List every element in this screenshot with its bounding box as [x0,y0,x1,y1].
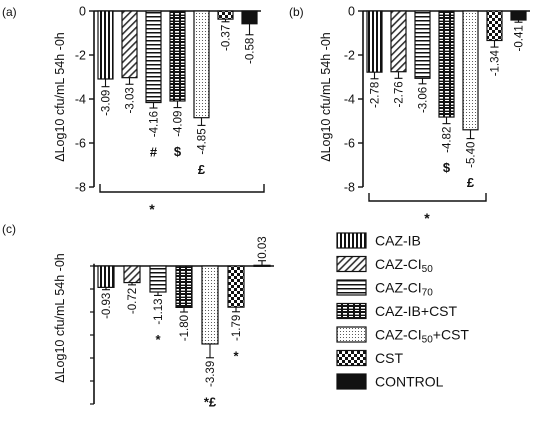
panel-b-plot: 0 -2 -4 -6 -8 -2.78 -2.76 -3.06 -4.82 $ -5.40 £ -1.3… [344,5,530,226]
legend-item-2: CAZ-CI50 [336,255,433,275]
value-label: -3.39 [205,361,217,387]
value-label: -4.85 [197,128,209,154]
panel-b: (b) ΔLog10 cfu/mL 54h -0h 0 -2 -4 -6 -8 -2.78… [289,5,530,226]
panel-c-label: (c) [2,222,16,236]
panel-c-y-axis-label: ΔLog10 cfu/mL 54h -0h [53,253,67,383]
bar-caz-ci50-cst [462,10,479,131]
bar-cst [217,10,234,20]
y-tick-label: -2 [344,49,355,63]
legend-label: CAZ-CI50 [375,256,433,275]
value-label: -1.34 [490,49,502,76]
significance-star: * [424,210,430,226]
bar-control [253,264,271,267]
bar-caz-ci50 [123,265,141,284]
legend-item-7: CONTROL [336,373,444,390]
bar-caz-ci70 [145,10,162,104]
bar-control [510,10,527,21]
legend-label: CAZ-CI50+CST [375,327,469,346]
value-label: -1.79 [231,315,243,341]
bar-caz-ci50-cst [201,265,219,345]
legend-swatch [336,349,367,367]
legend-swatch [336,326,367,343]
legend-item-3: CAZ-CI70 [336,279,433,299]
significance-mark: * [233,348,239,363]
bar-caz-ci50-cst [193,10,210,119]
y-tick-label: -2 [75,49,86,63]
legend-swatch [336,302,367,320]
bar-caz-ib [366,10,383,73]
bar-caz-ci70 [414,10,431,79]
value-label: -5.40 [466,142,478,168]
y-tick-label: 0 [79,5,86,19]
y-tick-label: -8 [344,181,355,195]
value-label: -4.09 [173,111,185,137]
value-label: -3.03 [125,87,137,113]
legend-label: CONTROL [375,374,444,390]
legend-label: CAZ-CI70 [375,280,433,299]
significance-mark: $ [174,144,182,159]
significance-mark: $ [443,160,451,175]
legend-swatch [336,373,367,390]
bar-cst [486,10,503,42]
significance-bracket [99,184,265,193]
y-tick-label: -6 [75,137,86,151]
y-tick-label: 0 [348,5,355,19]
bar-control [241,10,258,25]
panel-b-label: (b) [289,5,304,19]
value-label: -3.06 [418,87,430,113]
value-label: -2.76 [394,81,406,107]
value-label: -1.13 [153,298,165,324]
y-tick-label: -4 [75,93,86,107]
value-label: 0.03 [257,236,269,258]
bar-caz-ci70 [149,265,167,293]
value-label: -1.80 [179,315,191,341]
significance-bracket [368,193,487,202]
value-label: -0.37 [221,25,233,51]
bar-caz-ib-cst [175,265,193,309]
bar-caz-ci50 [121,10,138,79]
value-label: -0.58 [245,38,257,64]
bar-caz-ib-cst [438,10,455,118]
significance-star: * [149,201,155,217]
significance-mark: £ [467,175,475,190]
bar-caz-ib [97,10,114,80]
bar-cst [227,265,245,308]
legend: CAZ-IB CAZ-CI50 CAZ-CI70 CAZ-IB+CST CAZ-CI50… [336,232,469,390]
value-label: -0.72 [127,288,139,314]
legend-item-4: CAZ-IB+CST [336,302,458,320]
significance-mark: £ [198,162,206,177]
panel-a-plot: 0 -2 -4 -6 -8 -3.09 -3.03 -4.16 # -4.09 $ -4.85 £ -0.… [75,5,265,217]
bar-caz-ci50 [390,10,407,73]
panel-a-y-axis-label: ΔLog10 cfu/mL 54h -0h [53,32,67,162]
legend-label: CAZ-IB [375,233,421,249]
y-tick-label: -4 [344,93,355,107]
panel-c-plot: -0.93 -0.72 -1.13 * -1.80 -3.39 *£ -1.79 * 0.03 [90,236,274,409]
legend-label: CST [375,350,403,366]
legend-item-6: CST [336,349,403,367]
legend-swatch [336,279,367,296]
panel-a: (a) ΔLog10 cfu/mL 54h -0h 0 -2 -4 -6 -8 -3.09… [2,5,265,217]
value-label: -0.41 [514,25,526,51]
panel-c: (c) ΔLog10 cfu/mL 54h -0h -0.93 -0.72 -1.1… [2,222,274,409]
y-tick-label: -8 [75,181,86,195]
bar-caz-ib [97,265,115,288]
legend-label: CAZ-IB+CST [375,303,458,319]
legend-item-5: CAZ-CI50+CST [336,326,469,346]
bar-caz-ib-cst [169,10,186,102]
panel-a-label: (a) [2,5,17,19]
legend-swatch [336,232,367,249]
legend-swatch [336,255,367,273]
value-label: -3.09 [101,90,113,116]
value-label: -4.82 [442,127,454,153]
y-tick-label: -6 [344,137,355,151]
value-label: -0.93 [101,293,113,319]
panel-b-y-axis-label: ΔLog10 cfu/mL 54h -0h [319,32,333,162]
significance-mark: * [155,332,161,347]
significance-mark: *£ [204,394,217,409]
value-label: -2.78 [370,82,382,108]
value-label: -4.16 [149,111,161,137]
significance-mark: # [150,145,158,160]
legend-item-1: CAZ-IB [336,232,421,249]
